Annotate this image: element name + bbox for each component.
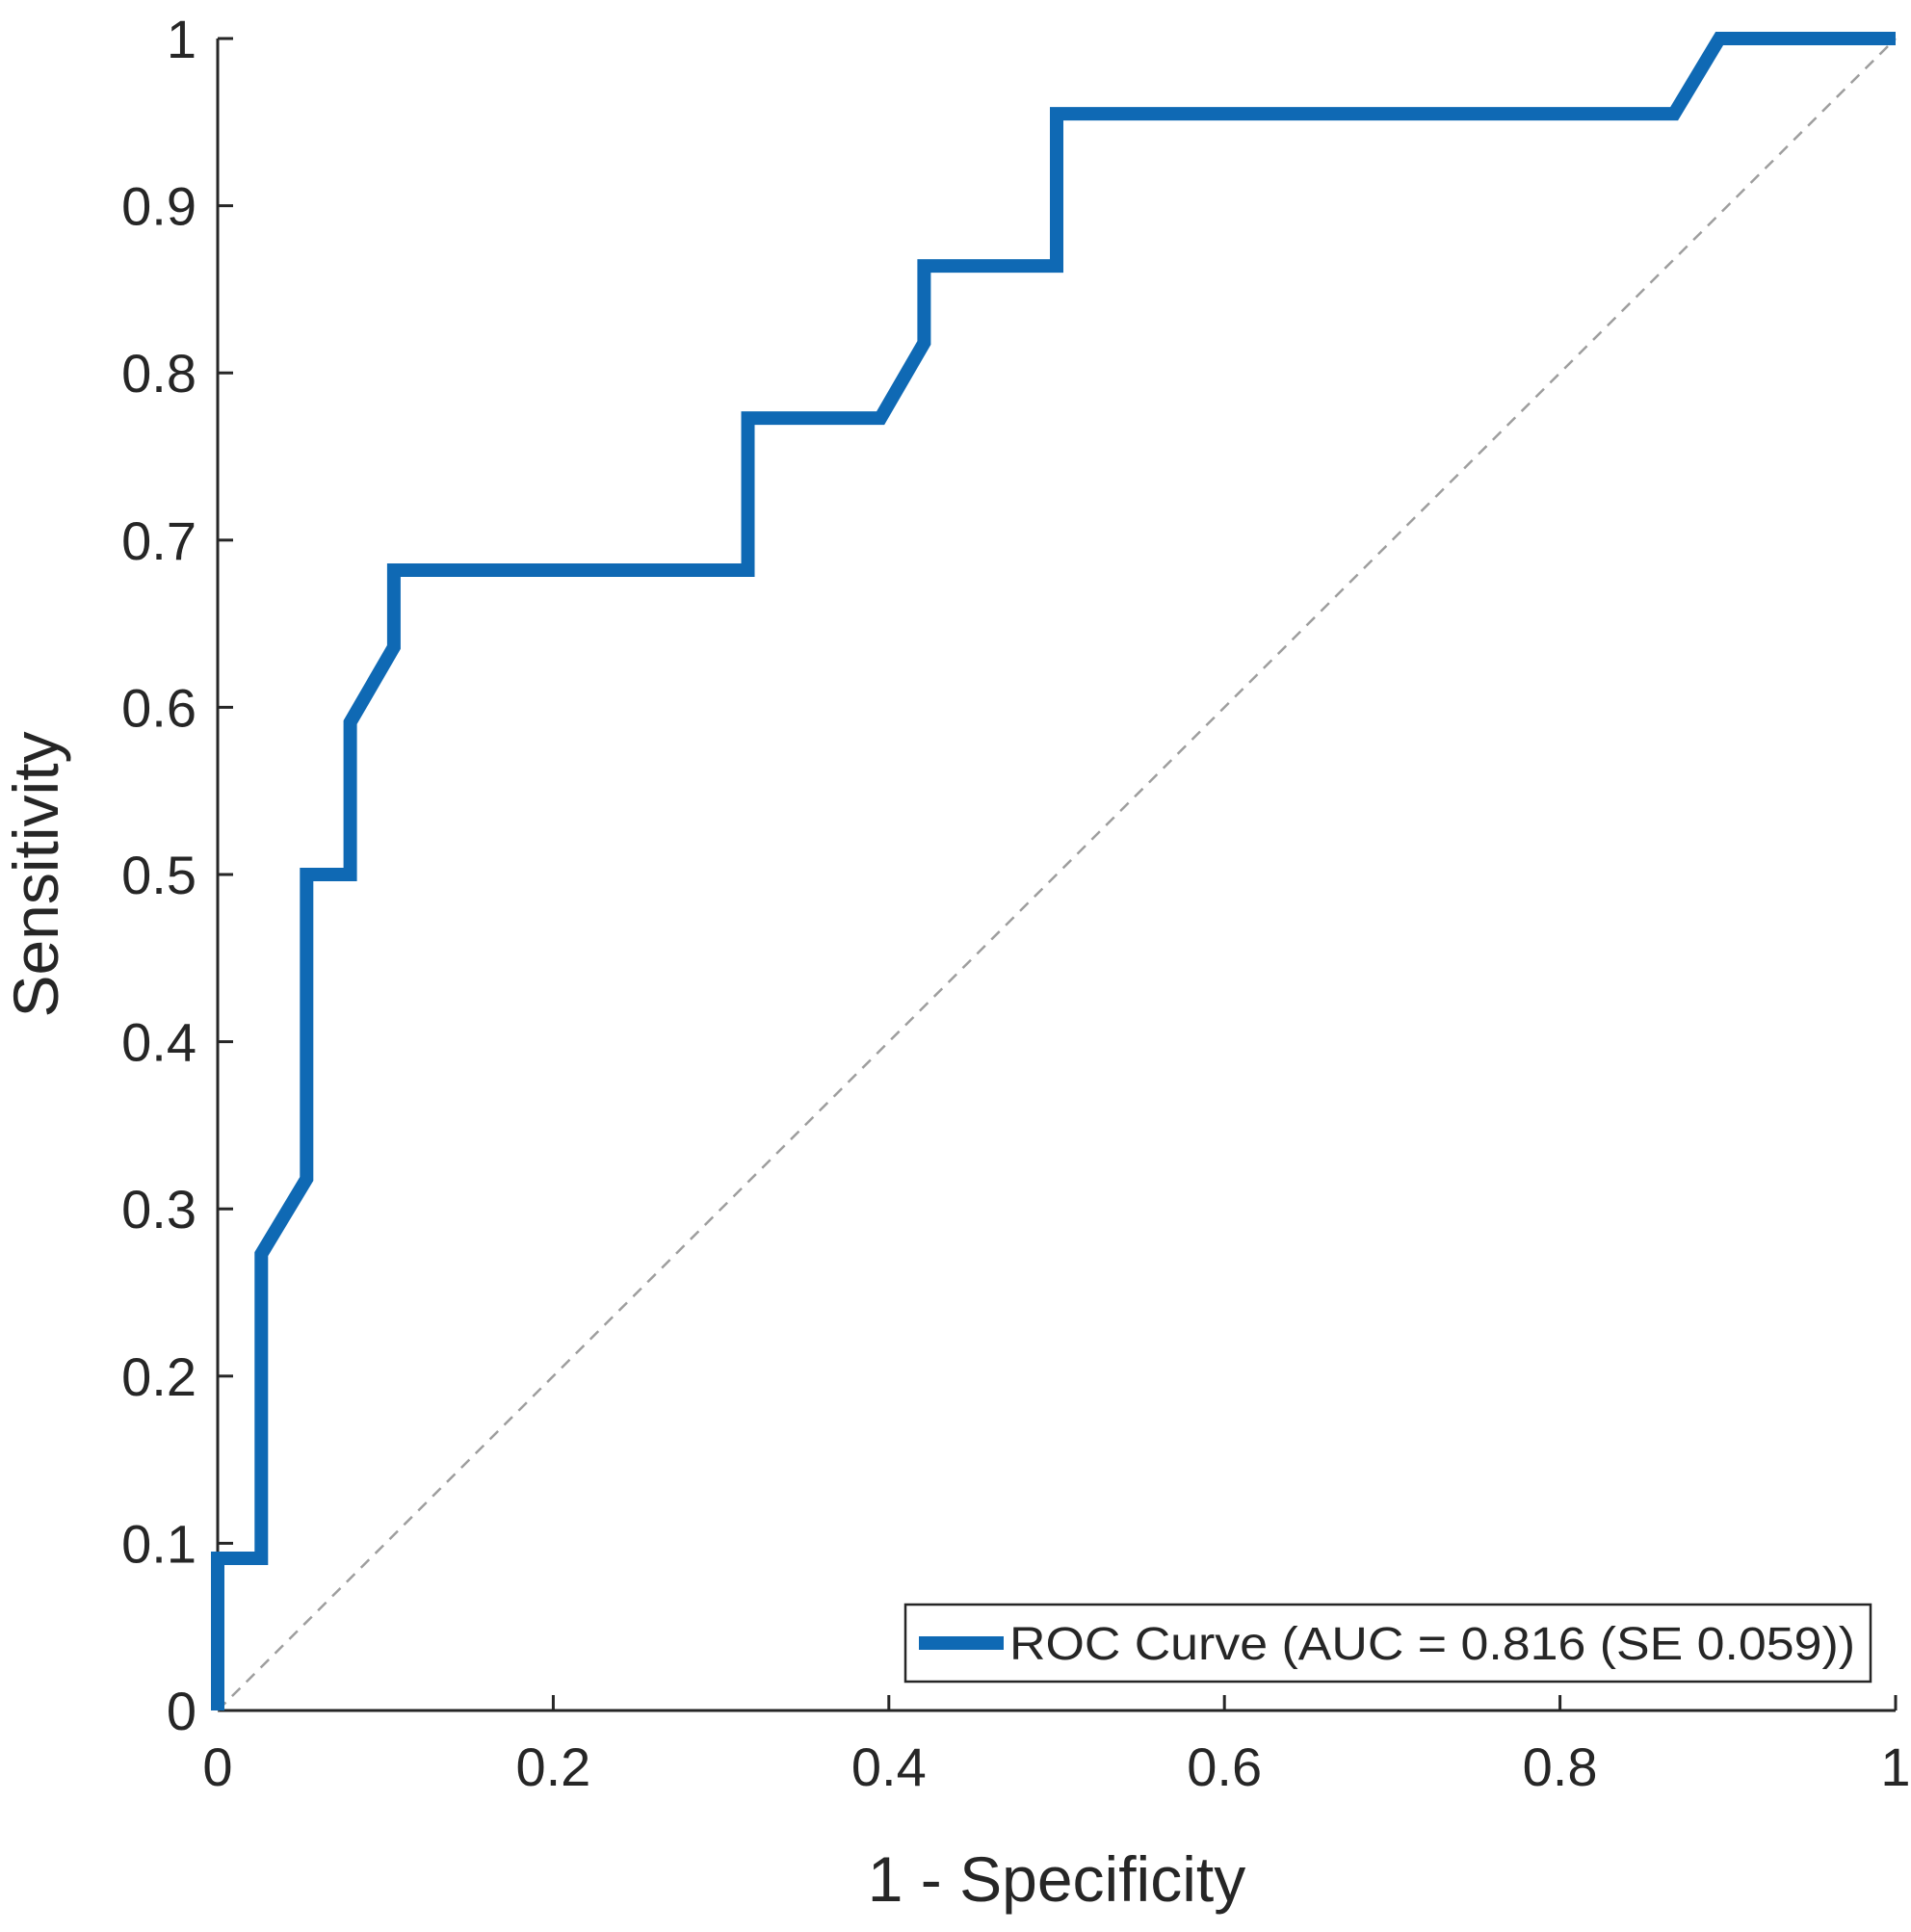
axes: 0 0.2 0.4 0.6 0.8 1 0 0.1 0.2 0.3 0.4 0.5 0.6 0.7 0.8 0…: [121, 9, 1910, 1797]
legend-box: [903, 1603, 1872, 1684]
x-axis-label: 1 - Specificity: [868, 1843, 1245, 1915]
y-tick-label: 0.5: [121, 845, 196, 905]
y-tick-label: 0.3: [121, 1179, 196, 1240]
y-tick-label: 0.4: [121, 1012, 196, 1073]
roc-curve-line: [211, 32, 1896, 1710]
y-tick-label: 0.8: [121, 343, 196, 404]
x-tick-label: 1: [1880, 1736, 1910, 1797]
reference-diagonal: [217, 38, 1897, 1711]
y-tick-label: 0: [167, 1681, 196, 1741]
y-tick-label: 0.9: [121, 176, 196, 237]
y-axis-label: Sensitivity: [0, 731, 71, 1017]
y-tick-label: 0.1: [121, 1513, 196, 1574]
reference-line: [217, 38, 1897, 1711]
y-tick-label: 0.2: [121, 1346, 196, 1407]
y-tick-label: 1: [167, 9, 196, 69]
x-tick-label: 0: [202, 1736, 232, 1797]
x-tick-label: 0.4: [851, 1736, 927, 1797]
x-tick-label: 0.8: [1523, 1736, 1598, 1797]
legend-label: ROC Curve (AUC = 0.816 (SE 0.059)): [1009, 1619, 1855, 1670]
x-tick-label: 0.2: [515, 1736, 590, 1797]
roc-series: [211, 32, 1897, 1711]
y-tick-label: 0.7: [121, 510, 196, 571]
y-tick-label: 0.6: [121, 677, 196, 738]
legend: ROC Curve (AUC = 0.816 (SE 0.059)): [903, 1603, 1872, 1684]
x-tick-label: 0.6: [1187, 1736, 1262, 1797]
